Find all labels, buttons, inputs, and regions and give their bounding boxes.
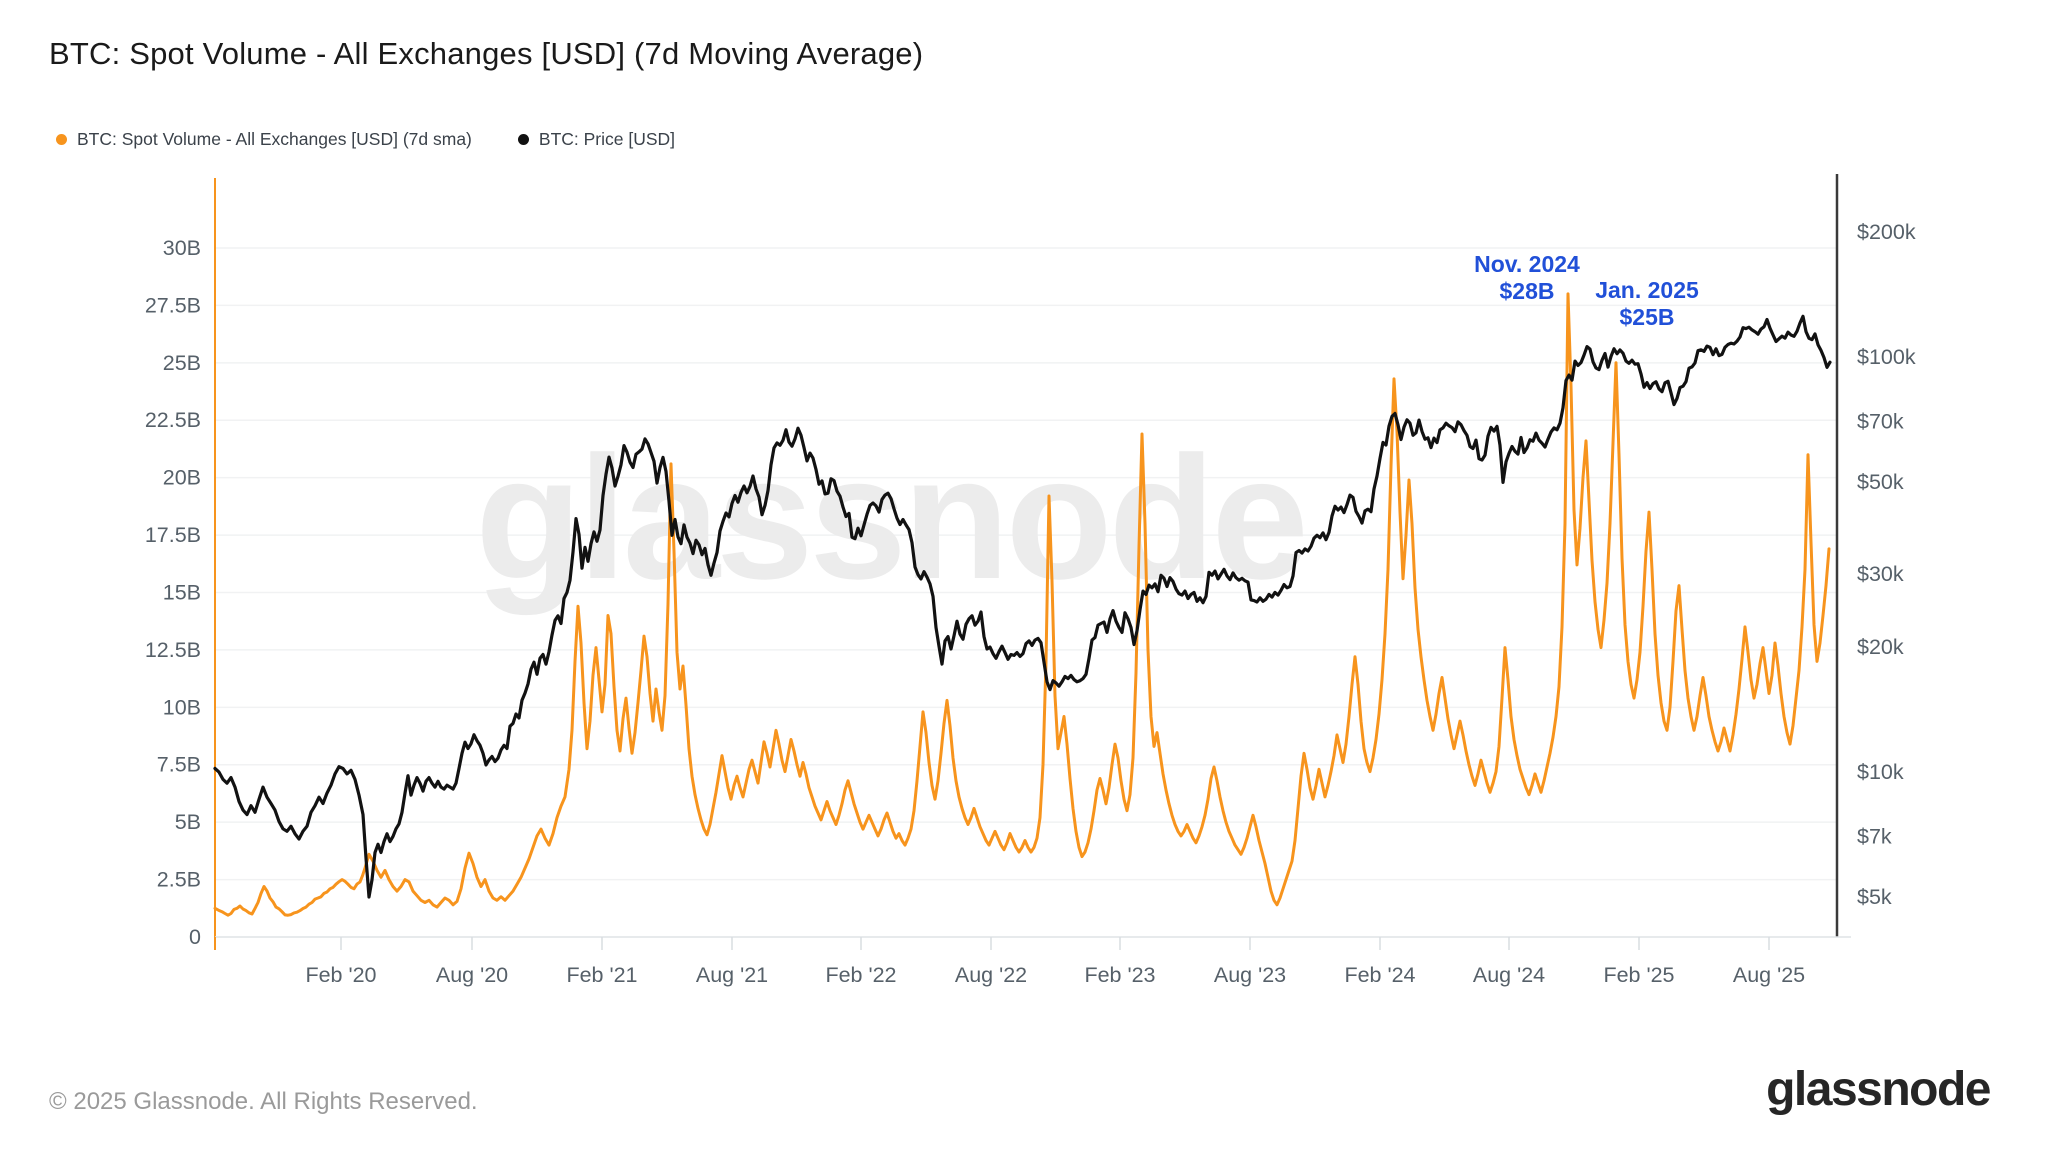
left-tick-label: 0	[189, 925, 201, 949]
legend-label-spot-volume: BTC: Spot Volume - All Exchanges [USD] (…	[77, 129, 472, 149]
volume-series-line	[213, 292, 1831, 917]
right-tick-label: $20k	[1857, 635, 1904, 659]
left-tick-label: 12.5B	[145, 638, 201, 662]
right-tick-label: $100k	[1857, 345, 1916, 369]
legend-item-spot-volume[interactable]: BTC: Spot Volume - All Exchanges [USD] (…	[56, 129, 472, 150]
watermark-text: glassnode	[475, 421, 1305, 616]
annotation-label-1: Jan. 2025	[1595, 277, 1699, 303]
left-tick-label: 7.5B	[157, 753, 201, 777]
right-tick-label: $50k	[1857, 470, 1904, 494]
left-tick-label: 15B	[163, 580, 201, 604]
axes	[214, 174, 1851, 950]
x-axis: Feb '20 Aug '20 Feb '21 Aug '21 Feb '22 Aug '…	[305, 937, 1805, 987]
right-tick-label: $200k	[1857, 220, 1916, 244]
chart-legend: BTC: Spot Volume - All Exchanges [USD] (…	[56, 129, 675, 150]
left-tick-label: 30B	[163, 236, 201, 260]
x-tick-label: Feb '20	[305, 963, 376, 987]
right-axis-labels: $5k $7k $10k $20k $30k $50k $70k $100k $200k	[1857, 220, 1916, 909]
x-tick-label: Aug '20	[436, 963, 508, 987]
series-layer	[213, 292, 1832, 917]
x-tick-label: Feb '24	[1344, 963, 1415, 987]
left-tick-label: 2.5B	[157, 868, 201, 892]
footer-copyright: © 2025 Glassnode. All Rights Reserved.	[49, 1088, 478, 1115]
watermark-layer: glassnode	[475, 421, 1309, 616]
x-tick-label: Feb '25	[1603, 963, 1674, 987]
right-tick-label: $7k	[1857, 824, 1892, 848]
left-tick-label: 25B	[163, 351, 201, 375]
x-tick-label: Aug '24	[1473, 963, 1545, 987]
annotation-label-0: $28B	[1500, 278, 1555, 304]
glassnode-logo: glassnode	[1766, 1063, 1991, 1116]
left-tick-label: 27.5B	[145, 293, 201, 317]
legend-item-price[interactable]: BTC: Price [USD]	[517, 129, 676, 150]
gridlines	[215, 247, 1837, 881]
left-tick-label: 22.5B	[145, 408, 201, 432]
legend-label-price: BTC: Price [USD]	[538, 129, 676, 149]
left-tick-label: 17.5B	[145, 523, 201, 547]
left-tick-label: 10B	[163, 695, 201, 719]
x-tick-label: Aug '23	[1214, 963, 1286, 987]
right-tick-label: $30k	[1857, 562, 1904, 586]
annotations: Nov. 2024$28B Jan. 2025$25B	[1474, 251, 1699, 330]
annotation-label-0: Nov. 2024	[1474, 251, 1580, 277]
left-axis-labels: 0 2.5B 5B 7.5B 10B 12.5B 15B 17.5B 20B 22.5B 25B 27…	[145, 236, 201, 949]
price-series-line	[213, 314, 1832, 899]
legend-dot-volume-icon	[56, 134, 67, 145]
x-tick-label: Feb '21	[566, 963, 637, 987]
left-tick-label: 20B	[163, 466, 201, 490]
x-tick-label: Aug '25	[1733, 963, 1805, 987]
legend-dot-price-icon	[517, 134, 529, 145]
page-title: BTC: Spot Volume - All Exchanges [USD] (…	[49, 36, 924, 71]
right-tick-label: $10k	[1857, 760, 1904, 784]
right-tick-label: $70k	[1857, 409, 1904, 433]
right-tick-label: $5k	[1857, 885, 1892, 909]
x-tick-label: Aug '21	[696, 963, 768, 987]
x-tick-label: Feb '23	[1084, 963, 1155, 987]
x-tick-label: Aug '22	[955, 963, 1027, 987]
left-tick-label: 5B	[175, 810, 201, 834]
x-tick-label: Feb '22	[825, 963, 896, 987]
annotation-label-1: $25B	[1620, 304, 1675, 330]
